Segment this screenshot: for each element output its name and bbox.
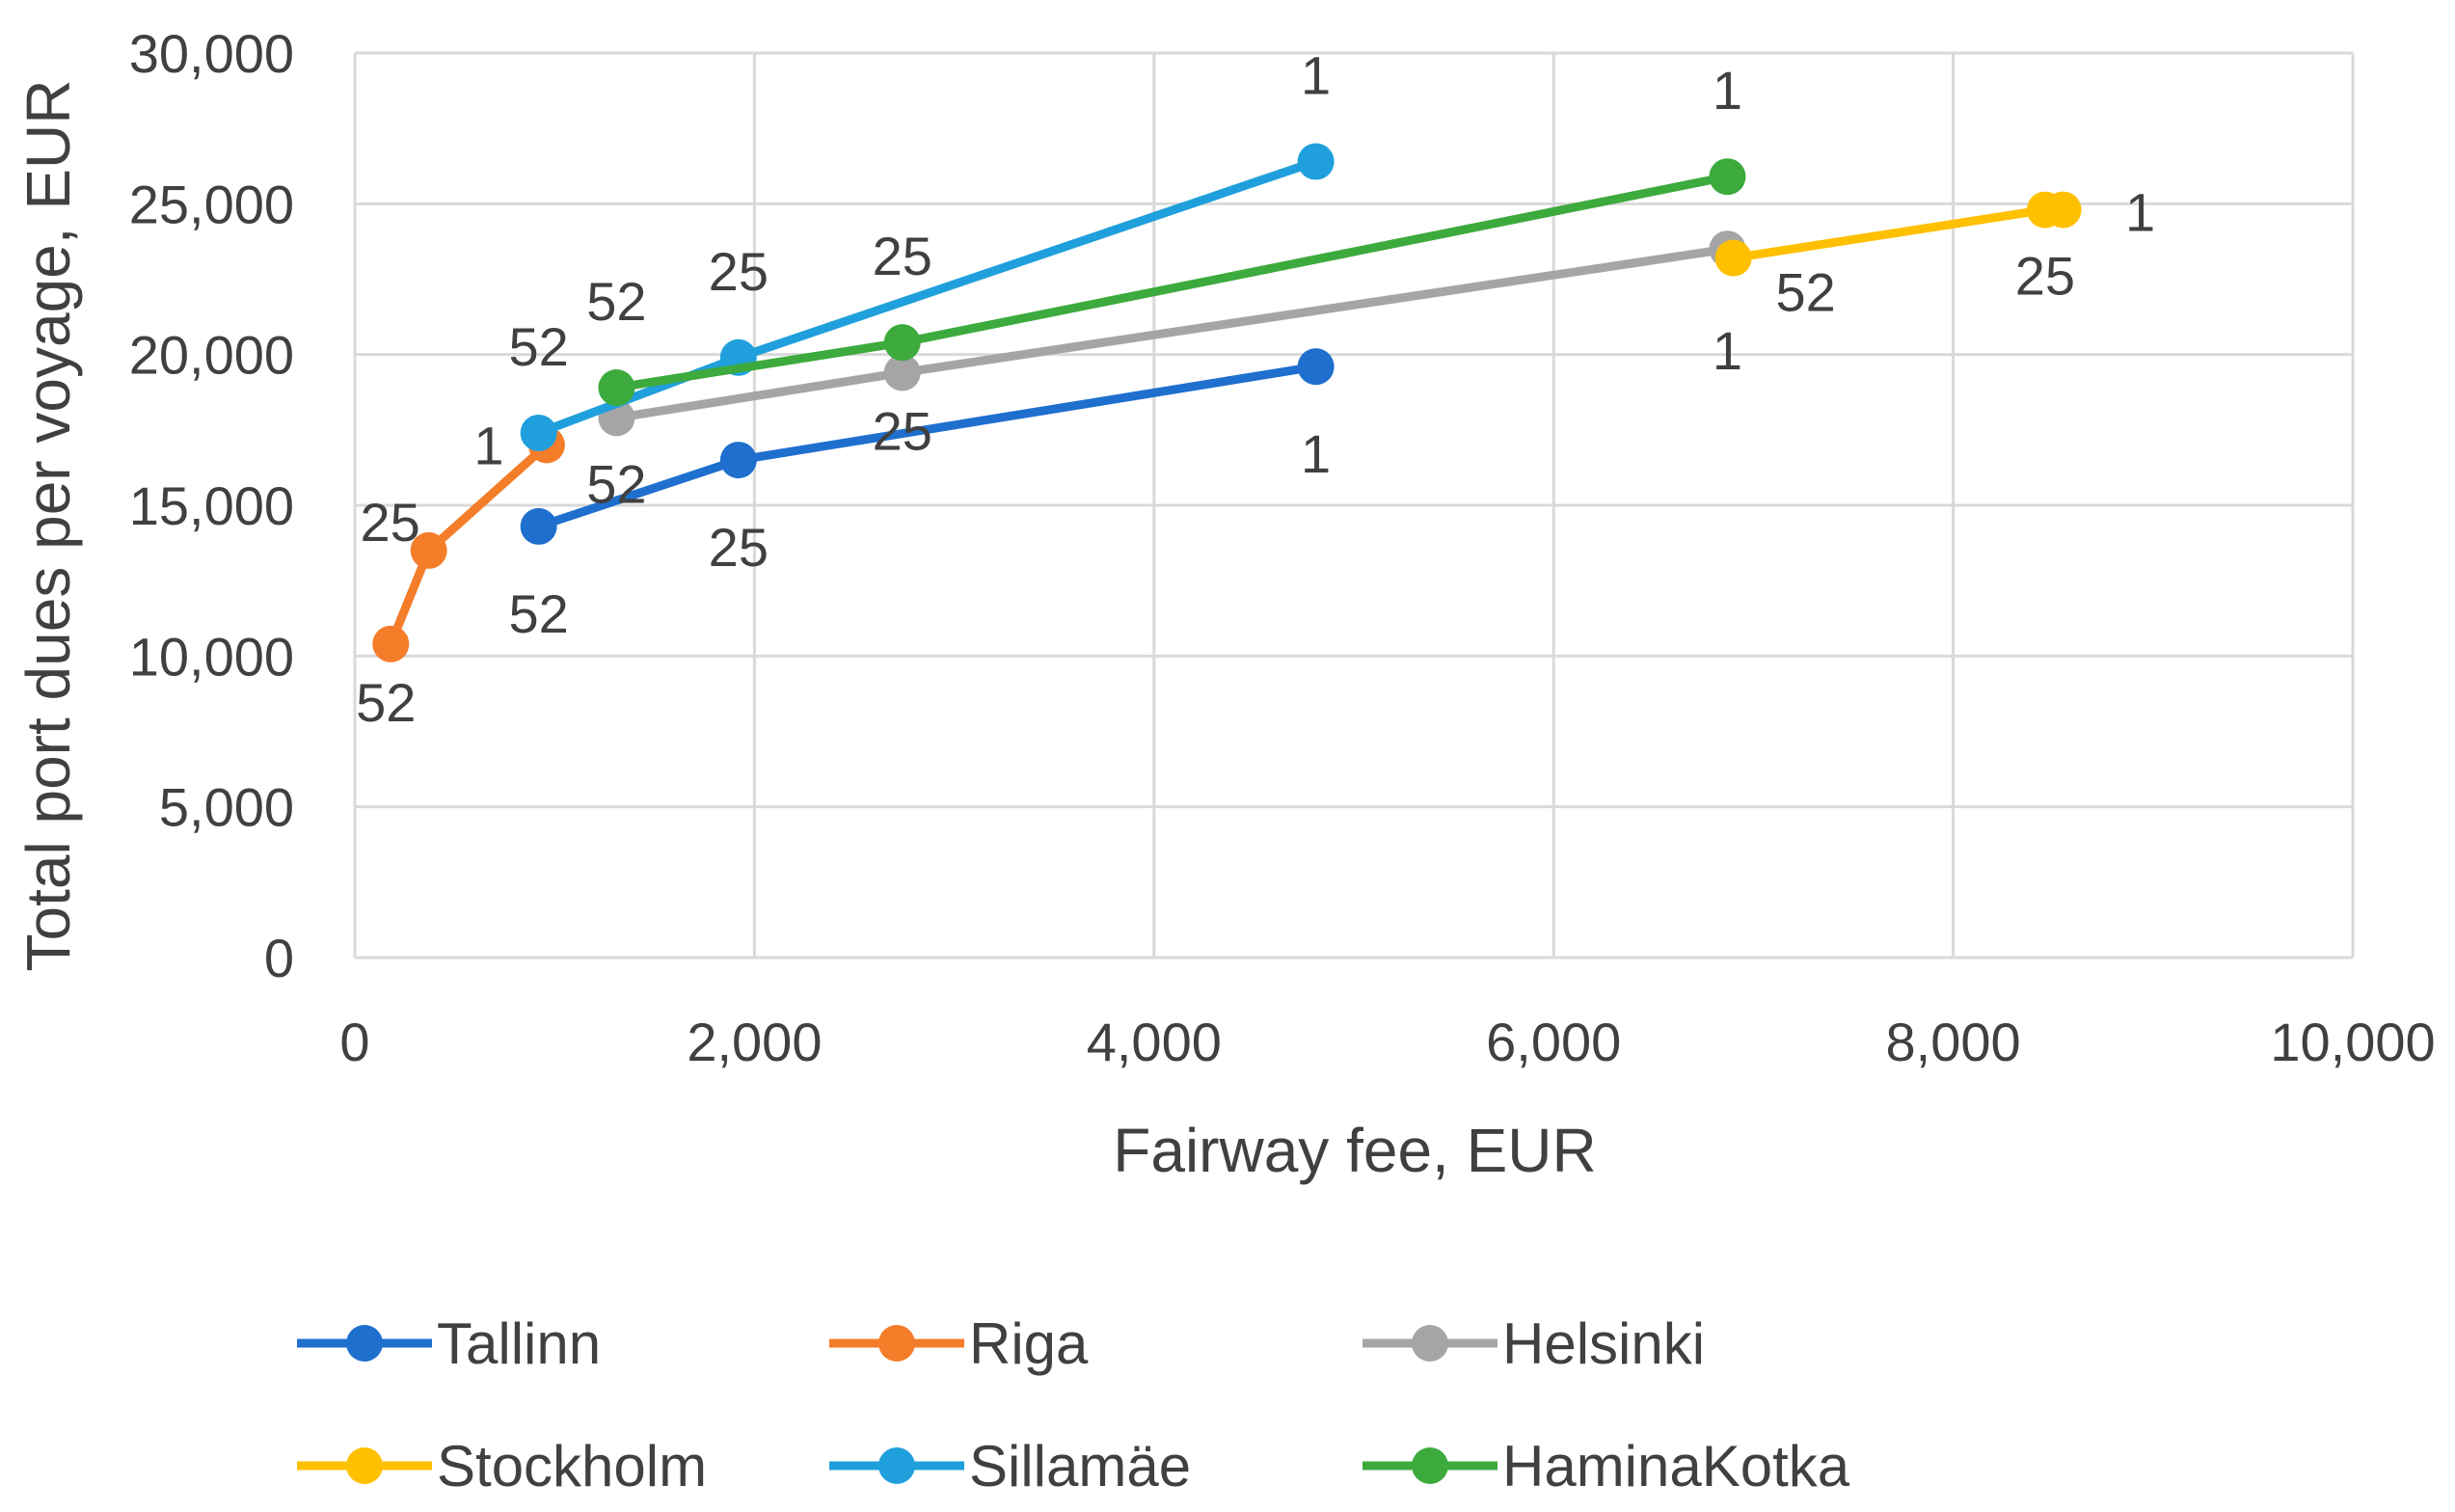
data-label: 25 xyxy=(709,241,769,302)
data-label: 52 xyxy=(356,672,416,733)
x-tick-label: 6,000 xyxy=(1486,1012,1621,1072)
y-tick-label: 25,000 xyxy=(129,174,294,234)
data-point xyxy=(1714,239,1752,277)
data-label: 52 xyxy=(508,583,568,644)
data-point xyxy=(598,369,635,407)
legend-item: Sillamäe xyxy=(829,1434,1191,1498)
x-tick-label: 10,000 xyxy=(2270,1012,2435,1072)
x-axis-tick-labels: 0 2,000 4,000 6,000 8,000 10,000 xyxy=(339,1012,2435,1072)
legend-item: Riga xyxy=(829,1311,1089,1376)
data-label: 1 xyxy=(1713,320,1742,381)
x-tick-label: 0 xyxy=(339,1012,369,1072)
legend-marker xyxy=(346,1325,383,1362)
series-stockholm xyxy=(1714,191,2082,277)
x-axis-title: Fairway fee, EUR xyxy=(1113,1116,1596,1185)
data-point xyxy=(1709,158,1746,196)
data-label: 52 xyxy=(508,316,568,377)
data-label: 1 xyxy=(1301,45,1331,106)
legend-label: HaminaKotka xyxy=(1502,1434,1850,1498)
legend-label: Stockholm xyxy=(437,1434,707,1498)
data-point xyxy=(372,625,410,662)
legend-marker xyxy=(878,1447,915,1484)
series-haminakotka xyxy=(598,158,1746,407)
legend-marker xyxy=(878,1325,915,1362)
series-line xyxy=(1729,205,2068,263)
data-label: 52 xyxy=(586,271,646,332)
legend-item: Tallinn xyxy=(297,1311,601,1376)
legend-label: Helsinki xyxy=(1502,1311,1705,1376)
data-point xyxy=(1297,348,1335,386)
x-tick-label: 8,000 xyxy=(1886,1012,2021,1072)
y-tick-label: 10,000 xyxy=(129,626,294,687)
data-point xyxy=(883,324,921,362)
data-point xyxy=(719,442,757,479)
data-point xyxy=(410,531,447,569)
chart-legend: Tallinn Riga Helsinki Stockholm Sillamäe Hami… xyxy=(297,1311,1850,1498)
y-tick-label: 15,000 xyxy=(129,475,294,536)
data-point xyxy=(1297,143,1335,180)
legend-marker xyxy=(346,1447,383,1484)
data-label: 25 xyxy=(361,492,420,553)
data-label: 25 xyxy=(873,226,932,286)
data-label: 1 xyxy=(1301,423,1331,484)
legend-item: Helsinki xyxy=(1362,1311,1705,1376)
y-tick-label: 30,000 xyxy=(129,23,294,84)
data-point xyxy=(520,507,557,545)
series-line xyxy=(534,157,1321,438)
legend-marker xyxy=(1412,1325,1448,1362)
legend-item: HaminaKotka xyxy=(1362,1434,1850,1498)
legend-label: Sillamäe xyxy=(969,1434,1191,1498)
y-tick-label: 0 xyxy=(264,928,294,988)
data-point xyxy=(520,414,557,451)
data-label: 1 xyxy=(473,415,503,475)
y-axis-tick-labels: 0 5,000 10,000 15,000 20,000 25,000 30,000 xyxy=(129,23,294,988)
x-tick-label: 2,000 xyxy=(687,1012,822,1072)
legend-label: Riga xyxy=(969,1311,1089,1376)
data-label: 52 xyxy=(586,453,646,514)
data-label: 1 xyxy=(1713,60,1742,121)
chart-gridlines xyxy=(353,51,2355,959)
data-label: 25 xyxy=(709,517,769,578)
data-label: 25 xyxy=(2015,246,2075,307)
legend-label: Tallinn xyxy=(437,1311,601,1376)
legend-item: Stockholm xyxy=(297,1434,707,1498)
y-tick-label: 20,000 xyxy=(129,325,294,386)
data-point xyxy=(2044,191,2082,229)
data-point xyxy=(883,354,921,392)
data-label: 52 xyxy=(1776,262,1836,323)
x-tick-label: 4,000 xyxy=(1087,1012,1222,1072)
y-axis-title: Total port dues per voyage, EUR xyxy=(13,80,83,972)
data-label: 25 xyxy=(873,400,932,461)
chart-series xyxy=(372,143,2082,662)
data-label: 1 xyxy=(2125,182,2155,243)
legend-marker xyxy=(1412,1447,1448,1484)
series-helsinki xyxy=(598,230,1746,437)
series-tallinn xyxy=(520,348,1335,545)
y-tick-label: 5,000 xyxy=(159,777,294,838)
